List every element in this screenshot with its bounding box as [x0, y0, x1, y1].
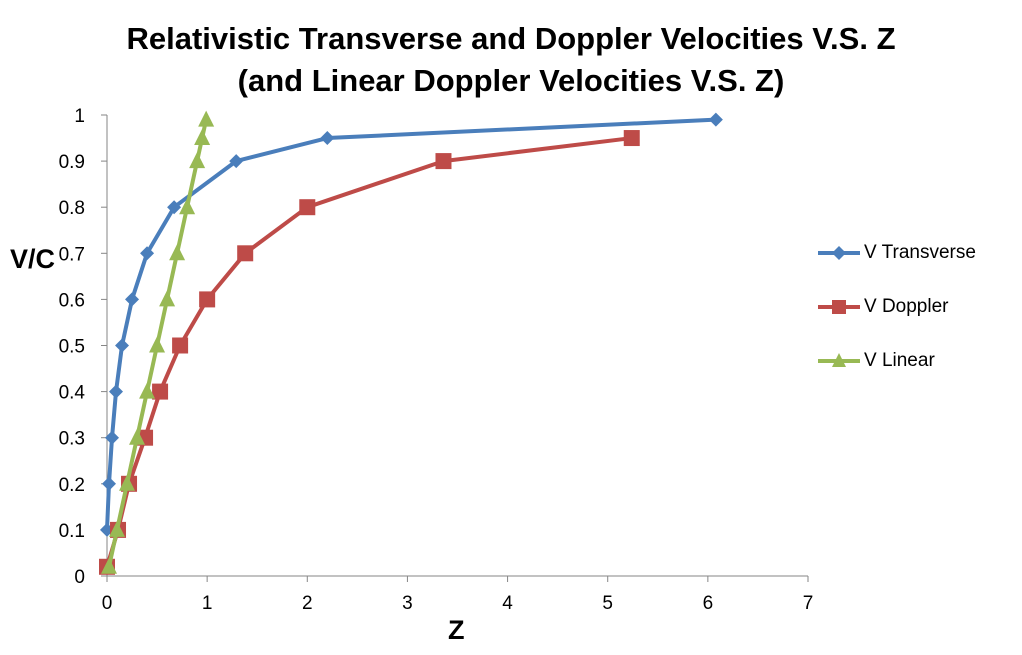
y-tick-label: 0.9 — [59, 152, 85, 173]
data-point-transverse — [102, 476, 117, 491]
x-tick-label: 5 — [602, 593, 613, 614]
x-tick-label: 4 — [502, 593, 513, 614]
data-point-transverse — [115, 338, 130, 353]
x-tick-label: 6 — [703, 593, 714, 614]
y-tick-label: 0.4 — [59, 383, 86, 404]
data-point-doppler — [199, 291, 216, 308]
y-tick-label: 0.6 — [59, 290, 85, 311]
y-tick-label: 0.3 — [59, 429, 85, 450]
data-point-transverse — [708, 112, 723, 127]
data-point-linear — [149, 336, 166, 353]
y-tick-label: 0.2 — [59, 475, 85, 496]
data-point-doppler — [435, 153, 452, 170]
legend-swatch-transverse — [818, 246, 860, 260]
y-axis-label: V/C — [10, 244, 56, 274]
chart-title-line-2: (and Linear Doppler Velocities V.S. Z) — [237, 63, 785, 98]
legend-swatch-linear — [818, 353, 860, 367]
y-tick-label: 0.7 — [59, 244, 85, 265]
data-point-doppler — [172, 337, 189, 354]
data-point-transverse — [320, 131, 335, 146]
data-point-linear — [119, 474, 136, 491]
data-point-transverse — [229, 154, 244, 169]
x-tick-label: 0 — [102, 593, 113, 614]
y-tick-label: 0.8 — [59, 198, 85, 219]
data-point-linear — [159, 290, 176, 307]
data-point-linear — [139, 382, 156, 399]
x-tick-label: 1 — [202, 593, 213, 614]
data-point-linear — [194, 129, 211, 146]
x-tick-label: 3 — [402, 593, 413, 614]
data-point-doppler — [152, 383, 169, 400]
x-tick-label: 2 — [302, 593, 313, 614]
data-point-linear — [129, 428, 146, 445]
data-point-linear — [101, 557, 118, 574]
data-point-linear — [198, 110, 215, 127]
chart-title-line-1: Relativistic Transverse and Doppler Velo… — [126, 21, 896, 56]
legend-item-linear: V Linear — [818, 334, 976, 388]
data-point-doppler — [623, 130, 640, 147]
legend-item-doppler: V Doppler — [818, 280, 976, 334]
legend-label-doppler: V Doppler — [864, 296, 949, 317]
y-tick-label: 1 — [74, 106, 85, 127]
chart-title: Relativistic Transverse and Doppler Velo… — [0, 18, 1022, 102]
data-point-linear — [169, 244, 186, 261]
data-point-linear — [189, 152, 206, 169]
series-line-transverse — [105, 117, 716, 530]
x-axis-label: Z — [448, 615, 465, 645]
legend-item-transverse: V Transverse — [818, 226, 976, 280]
data-point-doppler — [237, 245, 254, 262]
y-tick-label: 0.5 — [59, 337, 85, 358]
data-point-linear — [179, 198, 196, 215]
data-point-transverse — [125, 292, 140, 307]
data-point-transverse — [140, 246, 155, 261]
data-point-transverse — [167, 200, 182, 215]
legend-swatch-doppler — [818, 300, 860, 314]
data-point-transverse — [105, 430, 120, 445]
legend-label-transverse: V Transverse — [864, 242, 976, 263]
data-point-doppler — [299, 199, 316, 216]
data-point-linear — [109, 520, 126, 537]
y-tick-label: 0.1 — [59, 521, 85, 542]
legend-label-linear: V Linear — [864, 350, 935, 371]
data-point-transverse — [109, 384, 124, 399]
x-tick-label: 7 — [803, 593, 814, 614]
y-tick-label: 0 — [74, 567, 85, 588]
legend: V Transverse V Doppler V Linear — [818, 226, 976, 388]
